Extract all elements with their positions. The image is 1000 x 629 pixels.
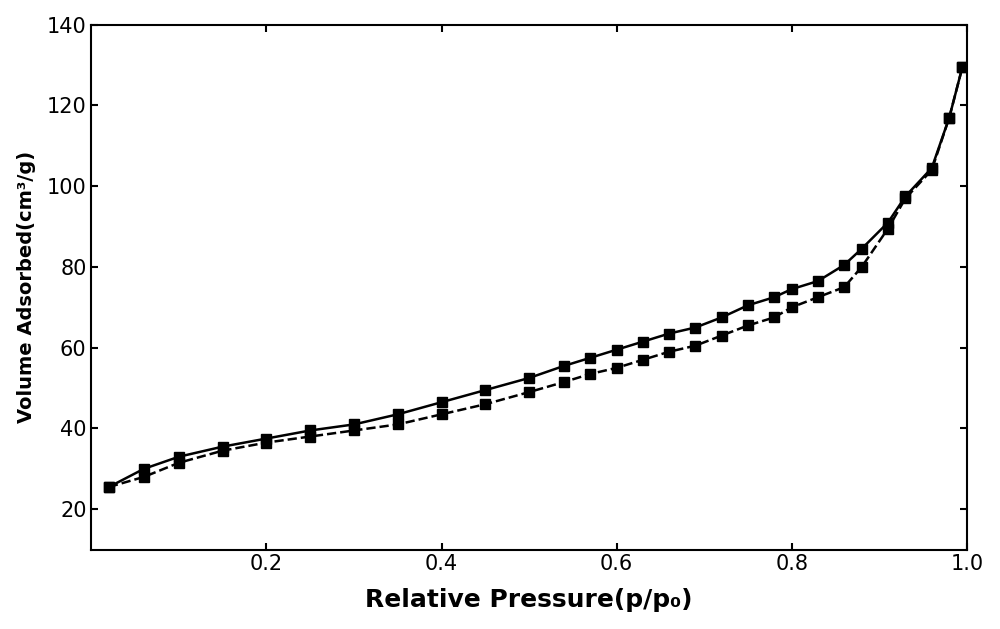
Y-axis label: Volume Adsorbed(cm³/g): Volume Adsorbed(cm³/g)	[17, 151, 36, 423]
X-axis label: Relative Pressure(p/p₀): Relative Pressure(p/p₀)	[365, 588, 693, 613]
